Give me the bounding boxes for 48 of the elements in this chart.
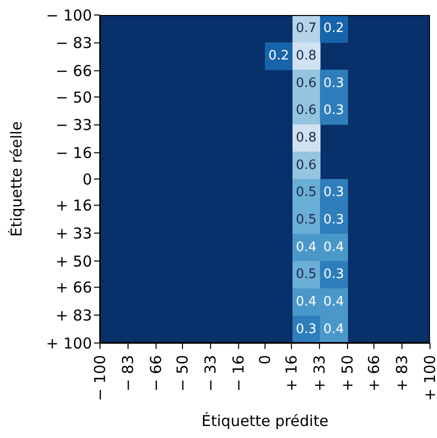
data-label: 0.5 — [296, 267, 317, 282]
data-label: 0.8 — [296, 48, 317, 64]
x-tick-label: + 33 — [310, 355, 328, 392]
data-label: 0.3 — [323, 76, 344, 91]
data-label: 0.6 — [296, 158, 317, 173]
x-tick-label: 0 — [256, 355, 274, 365]
data-label: 0.8 — [296, 130, 317, 146]
y-tick-label: + 33 — [56, 224, 92, 242]
data-label: 0.4 — [323, 294, 344, 310]
data-label: 0.4 — [296, 294, 317, 310]
data-label: 0.2 — [268, 48, 290, 64]
y-tick-label: + 100 — [46, 334, 92, 352]
y-tick-label: + 83 — [56, 306, 92, 324]
data-label: 0.3 — [323, 185, 344, 200]
x-tick-label: − 66 — [147, 355, 166, 392]
y-tick-label: + 66 — [56, 278, 92, 297]
x-tick-label: + 16 — [282, 355, 300, 392]
x-tick-label: − 50 — [174, 355, 192, 392]
data-label: 0.3 — [323, 212, 344, 228]
data-label: 0.3 — [296, 322, 317, 337]
y-tick-label: − 100 — [46, 6, 92, 24]
x-axis-title: Étiquette prédite — [202, 412, 328, 430]
y-tick-label: + 50 — [56, 252, 92, 270]
y-tick-label: − 66 — [56, 62, 92, 80]
data-label: 0.5 — [296, 185, 317, 200]
x-tick-label: − 33 — [202, 355, 220, 392]
data-label: 0.6 — [296, 76, 317, 91]
x-tick-label: + 100 — [421, 355, 437, 401]
data-label: 0.4 — [323, 240, 344, 255]
data-label: 0.3 — [323, 267, 344, 282]
data-label: 0.5 — [296, 212, 317, 228]
data-label: 0.3 — [323, 103, 344, 118]
data-label: 0.7 — [296, 21, 317, 36]
x-tick-label: − 16 — [230, 355, 248, 392]
y-tick-label: − 16 — [56, 144, 92, 162]
data-label: 0.4 — [323, 322, 344, 337]
y-tick-label: − 33 — [56, 116, 92, 134]
data-label: 0.6 — [296, 103, 317, 118]
data-label: 0.2 — [323, 21, 344, 36]
x-tick-label: + 83 — [392, 355, 411, 392]
x-tick-label: + 66 — [364, 355, 383, 392]
y-tick-label: − 83 — [56, 34, 92, 52]
y-tick-label: 0 — [82, 170, 92, 188]
y-tick-label: + 16 — [56, 196, 92, 215]
y-tick-label: − 50 — [56, 88, 92, 106]
x-tick-label: − 83 — [119, 355, 138, 392]
data-label: 0.4 — [296, 240, 317, 255]
x-tick-label: + 50 — [338, 355, 356, 392]
